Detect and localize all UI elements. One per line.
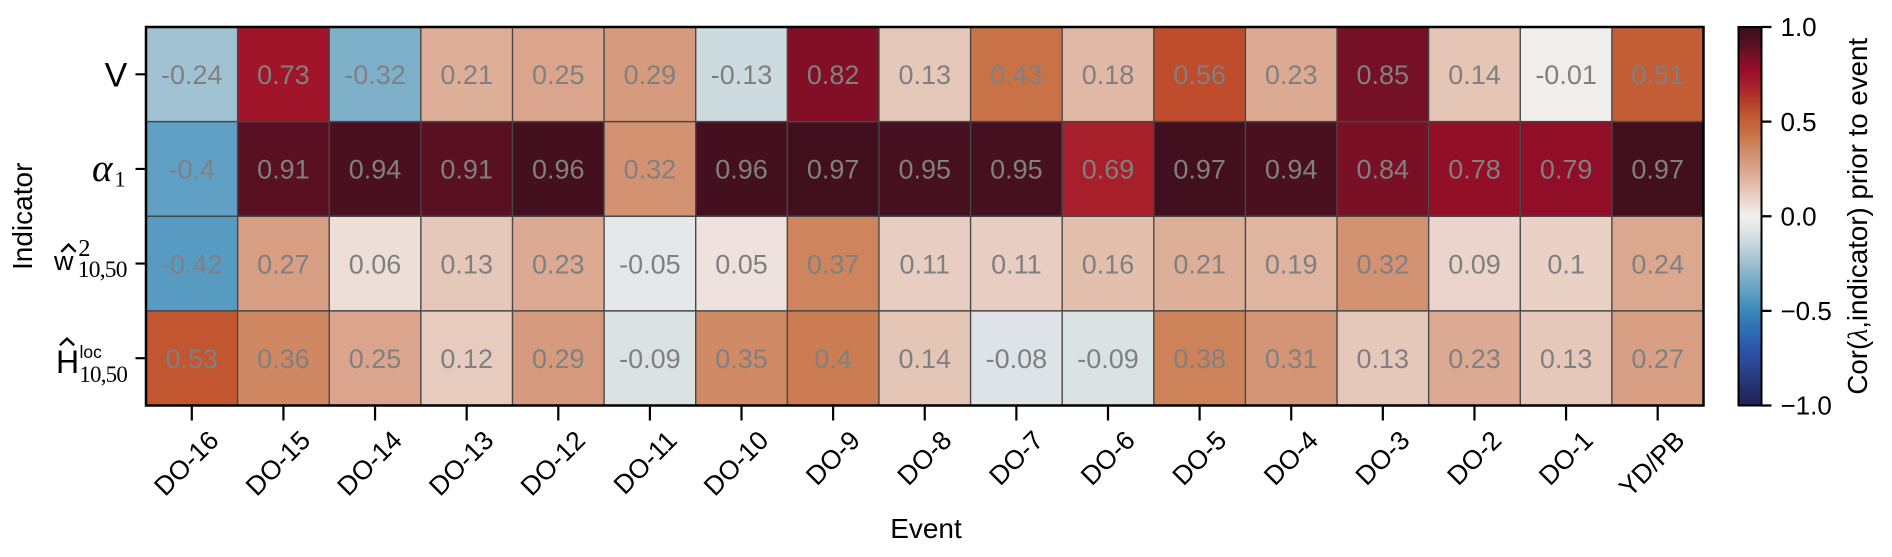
svg-text:0.43: 0.43 (990, 60, 1043, 90)
svg-text:Indicator: Indicator (7, 163, 38, 270)
svg-text:H: H (56, 344, 79, 380)
svg-text:0.95: 0.95 (990, 155, 1043, 185)
svg-text:Event: Event (890, 513, 962, 544)
svg-text:0.97: 0.97 (807, 155, 860, 185)
svg-text:0.82: 0.82 (807, 60, 860, 90)
svg-text:0.11: 0.11 (900, 249, 951, 279)
svg-text:-0.32: -0.32 (344, 60, 406, 90)
svg-text:-0.08: -0.08 (986, 344, 1048, 374)
svg-text:1.0: 1.0 (1781, 12, 1817, 42)
svg-text:0.32: 0.32 (624, 155, 677, 185)
svg-text:0.36: 0.36 (257, 344, 310, 374)
svg-text:0.25: 0.25 (349, 344, 402, 374)
svg-text:0.56: 0.56 (1173, 60, 1226, 90)
svg-text:Cor(λ,indicator) prior to even: Cor(λ,indicator) prior to event (1842, 38, 1873, 395)
svg-text:0.23: 0.23 (1265, 60, 1318, 90)
svg-text:0.24: 0.24 (1631, 249, 1684, 279)
svg-text:-0.05: -0.05 (619, 249, 681, 279)
svg-text:0.27: 0.27 (257, 249, 310, 279)
svg-text:-0.42: -0.42 (161, 249, 223, 279)
svg-text:0.21: 0.21 (440, 60, 493, 90)
svg-text:0.27: 0.27 (1631, 344, 1684, 374)
svg-text:0.19: 0.19 (1265, 249, 1318, 279)
svg-text:0.91: 0.91 (440, 155, 493, 185)
svg-text:0.51: 0.51 (1631, 60, 1684, 90)
svg-text:-0.4: -0.4 (169, 155, 216, 185)
svg-text:0.91: 0.91 (257, 155, 310, 185)
svg-text:10,50: 10,50 (79, 362, 127, 387)
svg-text:0.11: 0.11 (991, 249, 1042, 279)
svg-text:-0.13: -0.13 (711, 60, 773, 90)
svg-text:0.94: 0.94 (349, 155, 402, 185)
svg-text:0.35: 0.35 (715, 344, 768, 374)
svg-text:0.96: 0.96 (532, 155, 585, 185)
svg-text:0.53: 0.53 (166, 344, 219, 374)
svg-text:10,50: 10,50 (78, 257, 127, 283)
svg-text:0.23: 0.23 (532, 249, 585, 279)
svg-text:0.06: 0.06 (349, 249, 402, 279)
svg-text:0.29: 0.29 (532, 344, 585, 374)
svg-text:0.38: 0.38 (1173, 344, 1226, 374)
svg-text:0.09: 0.09 (1448, 249, 1501, 279)
svg-text:-0.24: -0.24 (161, 60, 223, 90)
svg-text:0.16: 0.16 (1082, 249, 1135, 279)
svg-text:0.23: 0.23 (1448, 344, 1501, 374)
svg-text:0.69: 0.69 (1082, 155, 1135, 185)
svg-text:loc: loc (80, 342, 103, 362)
svg-text:0.95: 0.95 (899, 155, 952, 185)
svg-text:0.18: 0.18 (1082, 60, 1135, 90)
svg-text:0.4: 0.4 (814, 344, 852, 374)
svg-text:-0.09: -0.09 (1077, 344, 1139, 374)
svg-text:2: 2 (78, 235, 90, 262)
svg-text:0.21: 0.21 (1173, 249, 1226, 279)
svg-text:0.13: 0.13 (1540, 344, 1593, 374)
svg-text:1: 1 (115, 167, 126, 192)
svg-text:0.25: 0.25 (532, 60, 585, 90)
svg-text:0.37: 0.37 (807, 249, 860, 279)
svg-text:0.13: 0.13 (440, 249, 493, 279)
svg-text:w: w (53, 246, 74, 276)
svg-text:0.85: 0.85 (1357, 60, 1410, 90)
svg-text:0.84: 0.84 (1357, 155, 1410, 185)
svg-text:0.96: 0.96 (715, 155, 768, 185)
svg-text:-0.01: -0.01 (1535, 60, 1597, 90)
svg-text:0.13: 0.13 (899, 60, 952, 90)
svg-text:-0.09: -0.09 (619, 344, 681, 374)
svg-text:0.73: 0.73 (257, 60, 310, 90)
svg-text:0.79: 0.79 (1540, 155, 1593, 185)
svg-text:−0.5: −0.5 (1781, 296, 1832, 326)
svg-text:0.12: 0.12 (440, 344, 493, 374)
svg-text:0.29: 0.29 (624, 60, 677, 90)
svg-text:0.94: 0.94 (1265, 155, 1318, 185)
svg-text:0.97: 0.97 (1631, 155, 1684, 185)
svg-text:V: V (105, 56, 128, 94)
svg-text:0.5: 0.5 (1781, 107, 1817, 137)
svg-text:0.32: 0.32 (1357, 249, 1410, 279)
svg-text:−1.0: −1.0 (1781, 391, 1832, 421)
svg-text:0.14: 0.14 (1448, 60, 1501, 90)
svg-text:0.13: 0.13 (1357, 344, 1410, 374)
svg-text:0.78: 0.78 (1448, 155, 1501, 185)
svg-text:α: α (92, 147, 114, 190)
svg-text:0.0: 0.0 (1781, 201, 1817, 231)
svg-text:0.97: 0.97 (1173, 155, 1226, 185)
svg-text:0.31: 0.31 (1265, 344, 1318, 374)
svg-text:0.14: 0.14 (899, 344, 952, 374)
svg-text:0.1: 0.1 (1547, 249, 1585, 279)
svg-text:0.05: 0.05 (715, 249, 768, 279)
